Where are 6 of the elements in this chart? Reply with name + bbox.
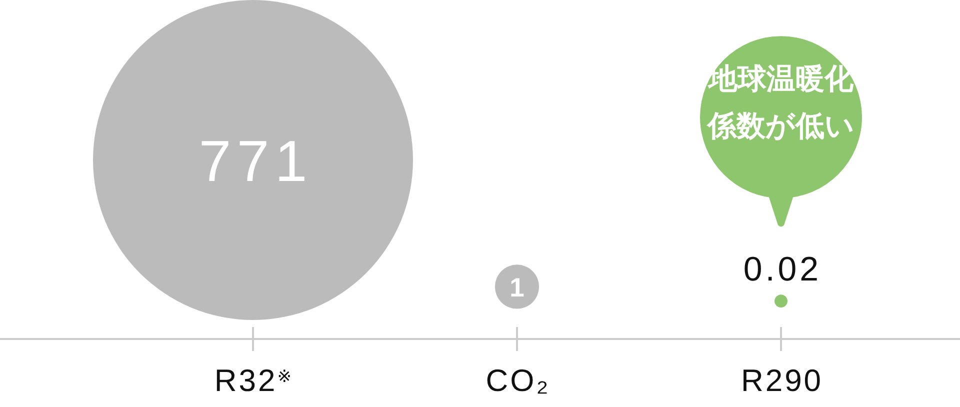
category-label: R290 [740,363,824,398]
data-label: 771 [198,128,313,194]
category-label: CO₂ [486,363,550,398]
data-label: 0.02 [743,250,822,289]
data-label: 1 [510,272,528,302]
category-label: R32$^{※}$ [214,363,294,398]
